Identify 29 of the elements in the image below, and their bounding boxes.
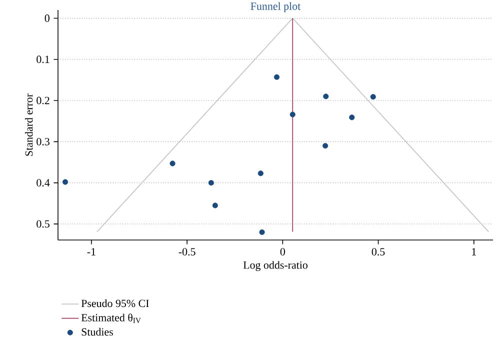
point	[323, 94, 329, 100]
y-tick-label: 0.2	[36, 96, 50, 104]
y-tick-label: 0.1	[36, 56, 50, 64]
y-tick-label: 0.3	[36, 138, 50, 146]
y-tick-label: 0	[44, 14, 50, 22]
legend-label: Studies	[82, 328, 113, 336]
y-axis-title: Standard error	[24, 94, 33, 156]
x-tick-label: 1	[472, 248, 476, 256]
point	[370, 94, 376, 100]
y-tick-label: 0.4	[36, 179, 50, 187]
point	[258, 170, 264, 176]
x-axis-title: Log odds-ratio	[243, 261, 308, 272]
point	[259, 229, 265, 235]
x-tick-label: 0.5	[372, 248, 385, 256]
point	[349, 114, 355, 120]
x-tick-label: -0.5	[178, 248, 196, 256]
point	[322, 142, 328, 149]
point	[290, 112, 296, 118]
y-tick-label: 0.5	[36, 220, 50, 228]
point	[170, 160, 176, 166]
point	[62, 179, 68, 185]
point	[208, 180, 214, 186]
x-tick-label: 0	[280, 248, 285, 256]
point	[274, 74, 280, 80]
legend-label: Pseudo 95% CI	[81, 299, 149, 308]
chart-title: Funnel plot	[250, 2, 301, 12]
x-tick-label: -1	[87, 248, 96, 256]
point	[212, 202, 218, 208]
legend-label: Estimated θ$_{IV}$	[81, 314, 141, 324]
